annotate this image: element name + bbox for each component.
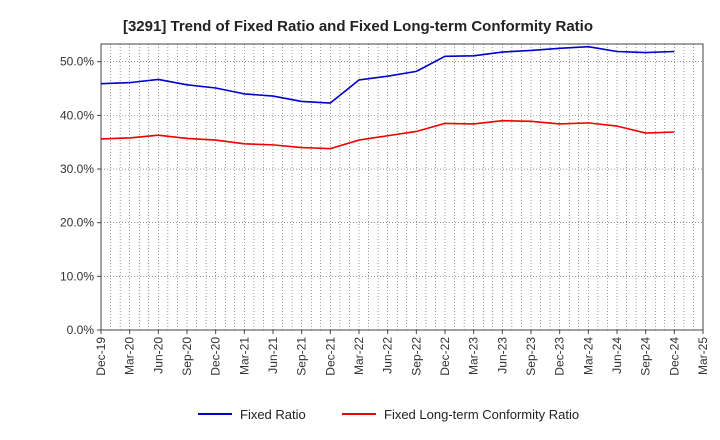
- chart-title: [3291] Trend of Fixed Ratio and Fixed Lo…: [123, 18, 593, 35]
- x-tick-label: Dec-21: [323, 337, 337, 376]
- legend-item-fixed-ratio-label: Fixed Ratio: [240, 407, 306, 422]
- y-tick-label: 0.0%: [67, 323, 95, 337]
- x-tick-label: Dec-23: [553, 337, 567, 376]
- legend-item-fixed-long-term-conformity-ratio-label: Fixed Long-term Conformity Ratio: [384, 407, 579, 422]
- y-tick-label: 20.0%: [60, 216, 94, 230]
- x-tick-label: Dec-19: [94, 337, 108, 376]
- x-tick-label: Sep-22: [409, 337, 423, 376]
- x-tick-label: Mar-25: [696, 337, 710, 375]
- axes: [100, 43, 704, 331]
- x-tick-label: Jun-24: [610, 337, 624, 374]
- x-tick-label: Jun-22: [381, 337, 395, 374]
- x-tick-label: Mar-22: [352, 337, 366, 375]
- x-axis-ticks: Dec-19 Mar-20 Jun-20 Sep-20 Dec-20 Mar-21 Jun-…: [94, 330, 710, 376]
- x-tick-label: Jun-20: [151, 337, 165, 374]
- x-tick-label: Mar-23: [467, 337, 481, 375]
- x-tick-label: Dec-20: [209, 337, 223, 376]
- x-tick-label: Sep-24: [639, 337, 653, 376]
- series-group: [100, 45, 675, 150]
- series-line-fixed-ratio: [100, 45, 675, 104]
- y-tick-label: 50.0%: [60, 55, 94, 69]
- x-tick-label: Jun-23: [495, 337, 509, 374]
- x-tick-label: Mar-20: [123, 337, 137, 375]
- y-tick-label: 30.0%: [60, 162, 94, 176]
- x-tick-label: Sep-21: [295, 337, 309, 376]
- series-line-fixed-long-term-conformity-ratio: [100, 119, 675, 150]
- x-tick-label: Mar-24: [581, 337, 595, 375]
- legend: Fixed Ratio Fixed Long-term Conformity Ra…: [198, 407, 579, 422]
- y-axis-ticks: 0.0% 10.0% 20.0% 30.0% 40.0% 50.0%: [60, 55, 101, 337]
- x-tick-label: Dec-24: [667, 337, 681, 376]
- y-tick-label: 10.0%: [60, 269, 94, 283]
- x-tick-label: Jun-21: [266, 337, 280, 374]
- x-tick-label: Sep-23: [524, 337, 538, 376]
- x-tick-label: Mar-21: [237, 337, 251, 375]
- x-tick-label: Sep-20: [180, 337, 194, 376]
- x-tick-label: Dec-22: [438, 337, 452, 376]
- grid: [101, 44, 703, 330]
- plot-frame: [100, 43, 704, 331]
- y-tick-label: 40.0%: [60, 108, 94, 122]
